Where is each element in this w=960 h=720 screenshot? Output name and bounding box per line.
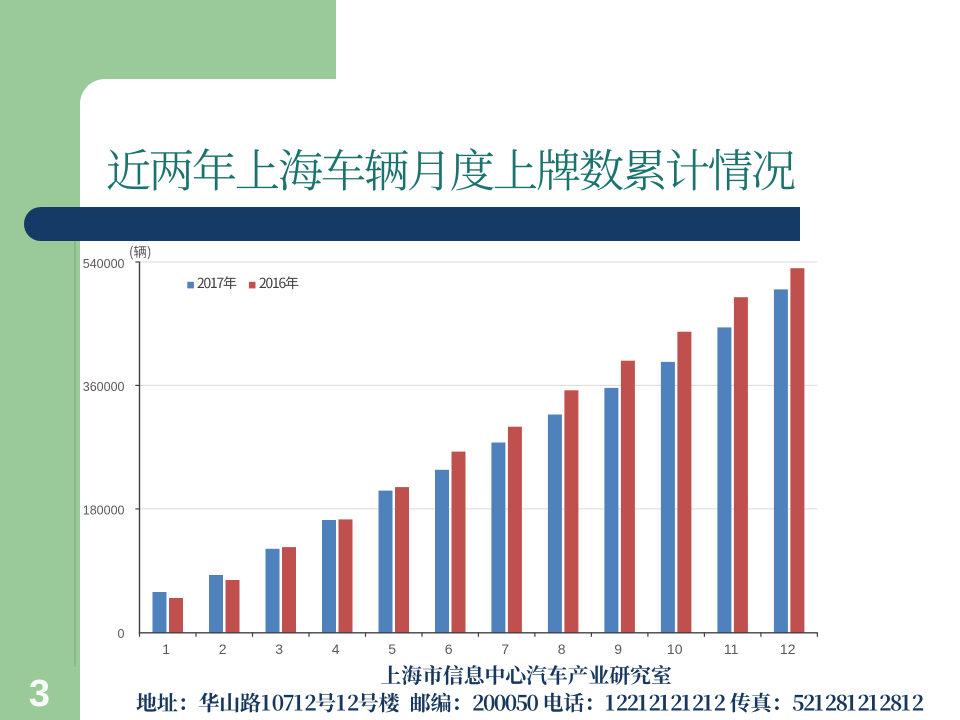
- svg-text:3: 3: [275, 641, 283, 657]
- svg-text:360000: 360000: [83, 380, 125, 394]
- svg-text:7: 7: [501, 641, 509, 657]
- svg-text:0: 0: [118, 627, 125, 641]
- svg-text:8: 8: [558, 641, 566, 657]
- svg-text:1: 1: [162, 641, 170, 657]
- svg-text:2: 2: [219, 641, 227, 657]
- svg-text:12: 12: [780, 641, 796, 657]
- svg-text:180000: 180000: [83, 504, 125, 518]
- svg-text:540000: 540000: [83, 257, 125, 271]
- svg-text:6: 6: [445, 641, 453, 657]
- svg-text:5: 5: [388, 641, 396, 657]
- svg-text:10: 10: [667, 641, 683, 657]
- svg-text:11: 11: [724, 641, 739, 657]
- svg-text:3: 3: [29, 673, 50, 715]
- svg-text:9: 9: [614, 641, 622, 657]
- svg-text:4: 4: [332, 641, 340, 657]
